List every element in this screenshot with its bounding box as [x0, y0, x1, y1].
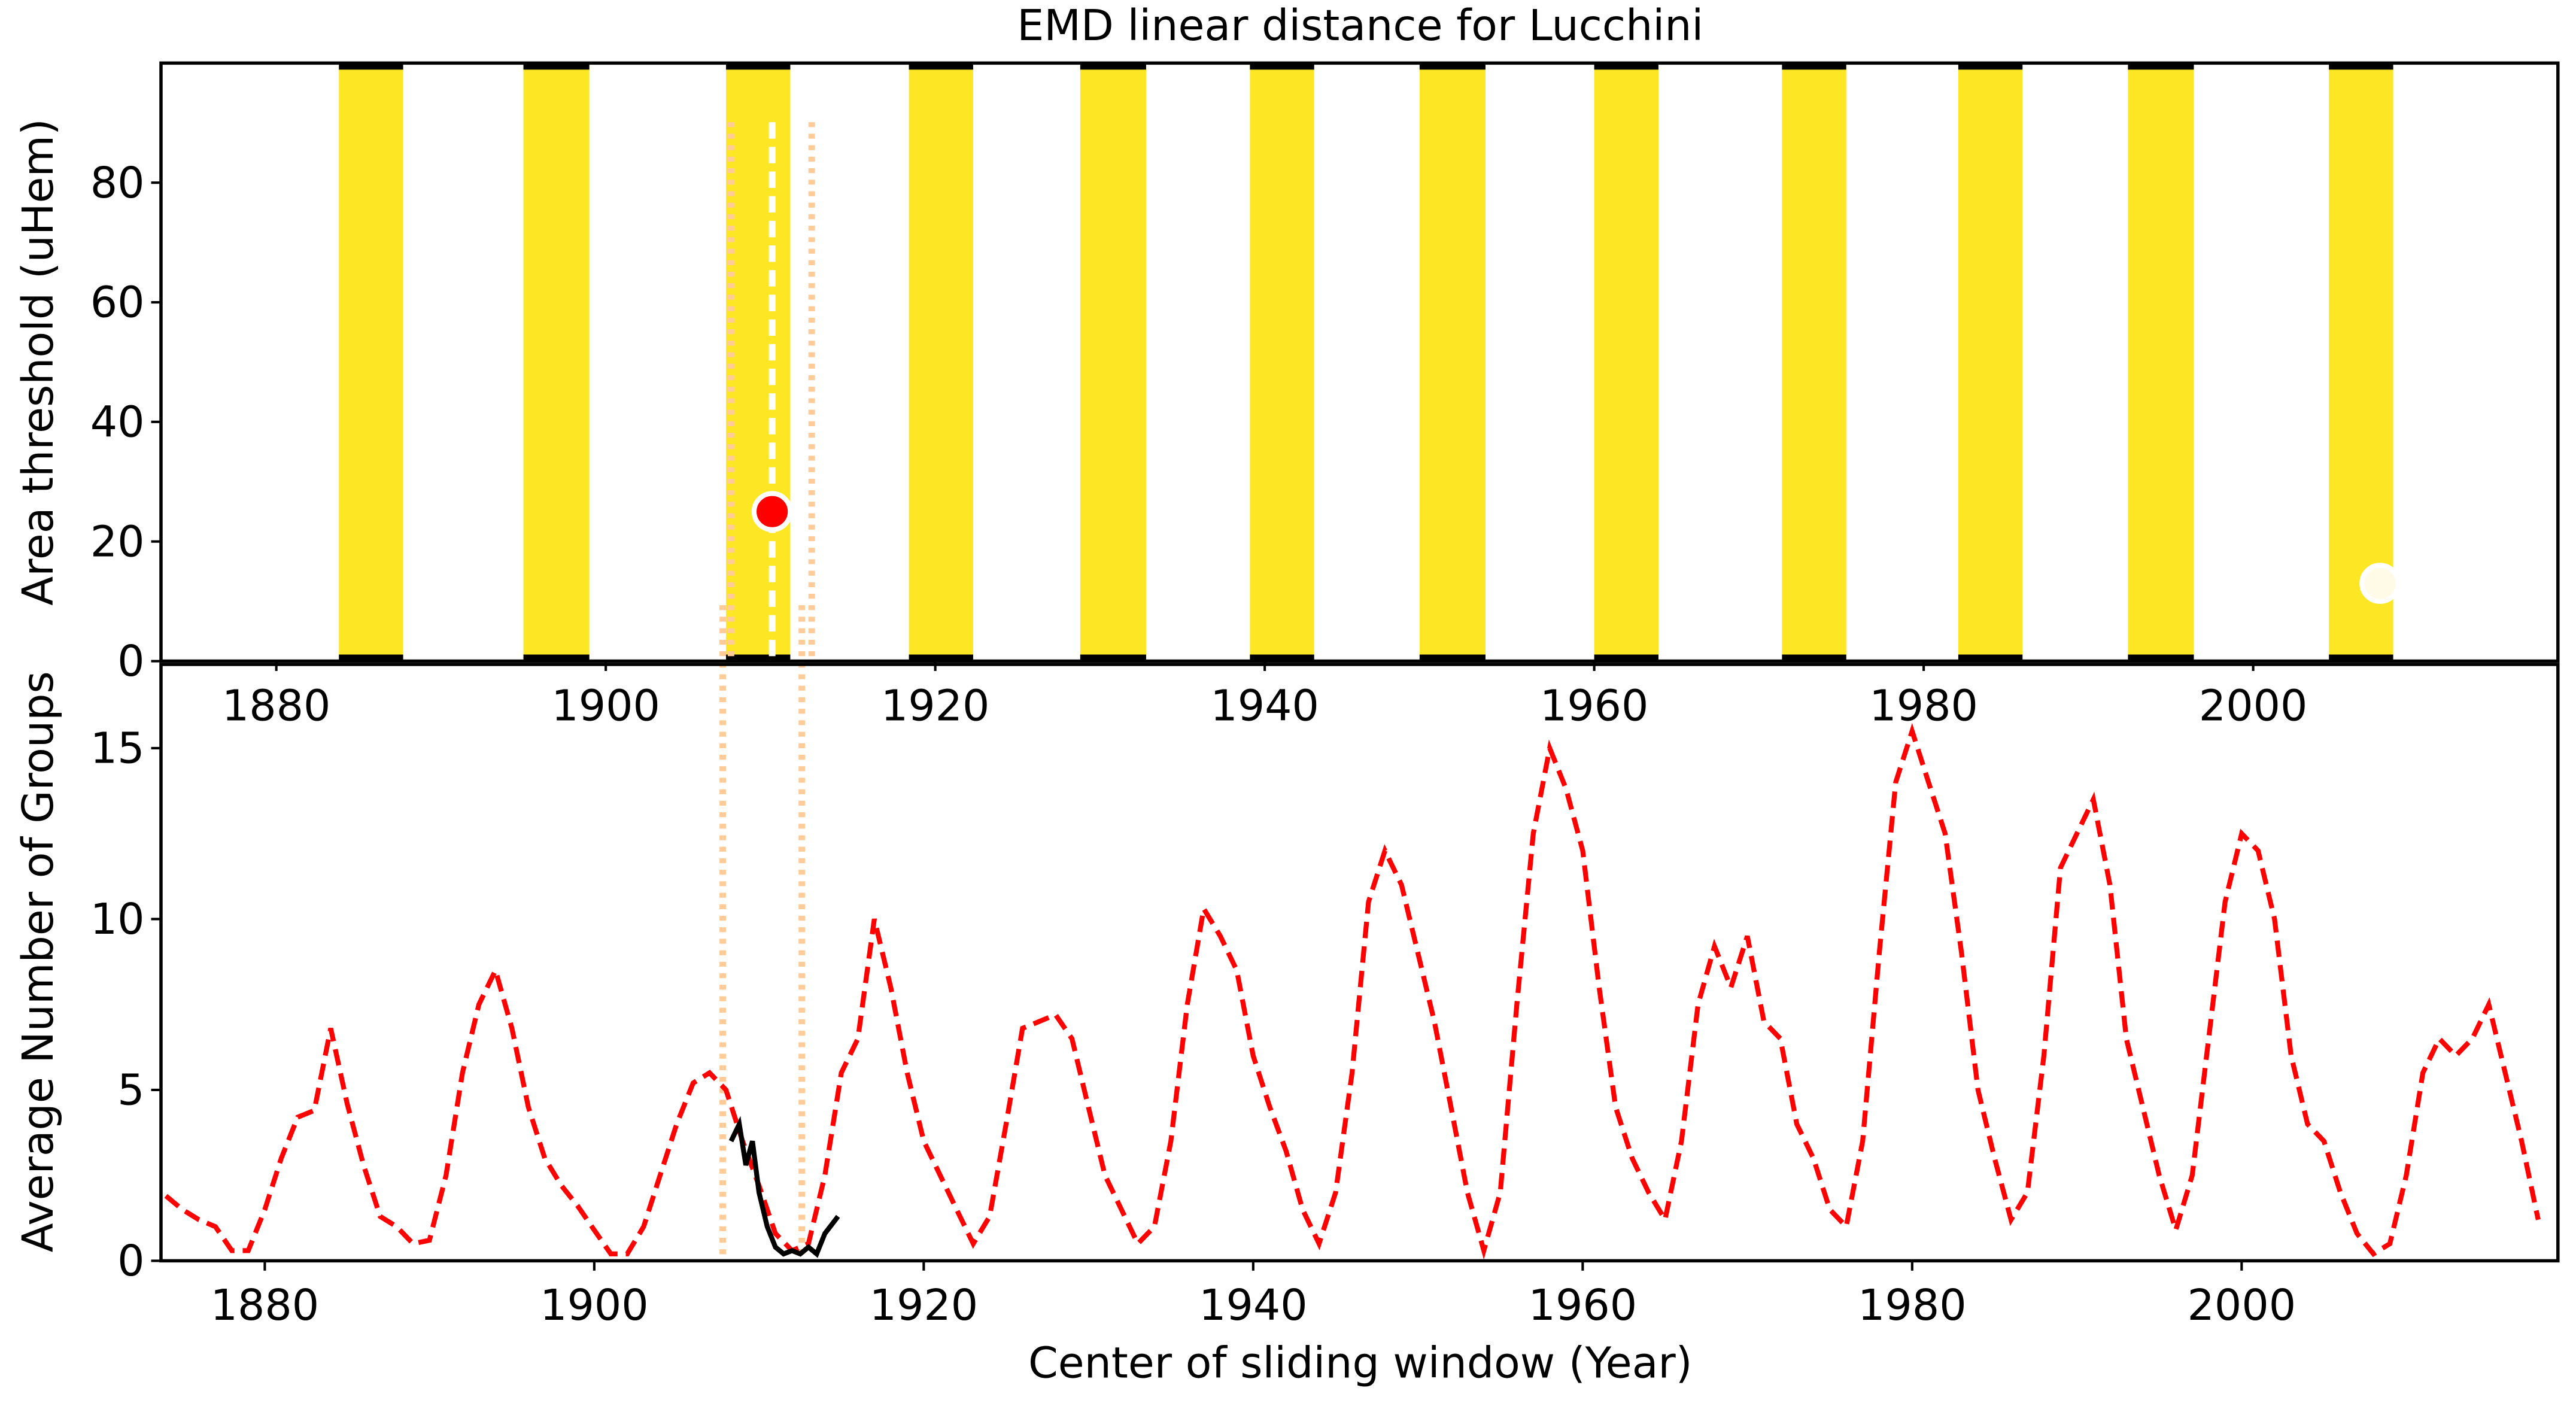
x-tick-label: 1880: [222, 681, 331, 730]
plot-frame: [159, 663, 2560, 1263]
x-tick-label: 1940: [1199, 1280, 1308, 1330]
y-tick-label: 0: [117, 1236, 144, 1286]
heatmap-band: [1594, 63, 1658, 661]
x-tick-label: 2000: [2188, 1280, 2296, 1330]
band-edge: [1250, 63, 1314, 70]
y-axis-label: Area threshold (uHem): [13, 119, 63, 606]
y-tick-label: 0: [117, 636, 144, 686]
band-edge: [339, 63, 403, 70]
y-tick-label: 60: [90, 278, 145, 327]
band-edge: [726, 654, 791, 661]
y-tick-label: 80: [90, 158, 145, 208]
band-edge: [1782, 63, 1846, 70]
x-tick-label: 1920: [870, 1280, 979, 1330]
series-line: [728, 1116, 840, 1258]
band-edge: [1958, 654, 2023, 661]
x-tick-label: 1880: [211, 1280, 320, 1330]
y-tick-label: 5: [117, 1065, 144, 1115]
band-edge: [1419, 654, 1486, 661]
x-tick-label: 1960: [1529, 1280, 1638, 1330]
x-tick-label: 1980: [1858, 1280, 1967, 1330]
x-tick-label: 2000: [2199, 681, 2308, 730]
heatmap-band: [2128, 63, 2194, 661]
y-tick-label: 15: [90, 724, 145, 773]
x-axis-label: Center of sliding window (Year): [1028, 1338, 1693, 1387]
point: [2359, 563, 2401, 604]
band-edge: [1958, 63, 2023, 70]
x-tick-label: 1900: [540, 1280, 649, 1330]
point: [751, 491, 793, 533]
y-tick-label: 10: [90, 894, 145, 944]
heatmap-band: [909, 63, 973, 661]
x-tick-label: 1920: [881, 681, 990, 730]
band-edge: [1594, 63, 1658, 70]
heatmap-band: [339, 63, 403, 661]
band-edge: [1080, 63, 1146, 70]
x-tick-label: 1940: [1210, 681, 1319, 730]
band-edge: [2128, 654, 2194, 661]
heatmap-band: [2329, 63, 2393, 661]
heatmap-band: [1419, 63, 1486, 661]
band-edge: [523, 654, 590, 661]
band-edge: [1419, 63, 1486, 70]
heatmap-band: [523, 63, 590, 661]
band-edge: [909, 654, 973, 661]
band-edge: [2329, 63, 2393, 70]
series-line: [164, 722, 2541, 1260]
plot-area: [339, 63, 2401, 661]
y-axis-label: Average Number of Groups: [13, 671, 63, 1252]
heatmap-band: [1080, 63, 1146, 661]
band-edge: [523, 63, 590, 70]
chart-title: EMD linear distance for Lucchini: [1017, 1, 1703, 50]
x-tick-label: 1980: [1869, 681, 1978, 730]
band-edge: [339, 654, 403, 661]
band-edge: [1080, 654, 1146, 661]
band-edge: [2329, 654, 2393, 661]
band-edge: [726, 63, 791, 70]
x-tick-label: 1960: [1540, 681, 1649, 730]
heatmap-band: [1782, 63, 1846, 661]
heatmap-band: [1958, 63, 2023, 661]
band-edge: [2128, 63, 2194, 70]
x-tick-label: 1900: [551, 681, 660, 730]
band-edge: [1250, 654, 1314, 661]
band-edge: [1782, 654, 1846, 661]
band-edge: [1594, 654, 1658, 661]
plot-area: [164, 605, 2541, 1261]
heatmap-band: [726, 63, 791, 661]
y-tick-label: 40: [90, 397, 145, 447]
plot-frame: [159, 61, 2560, 663]
y-tick-label: 20: [90, 517, 145, 566]
heatmap-band: [1250, 63, 1314, 661]
band-edge: [909, 63, 973, 70]
